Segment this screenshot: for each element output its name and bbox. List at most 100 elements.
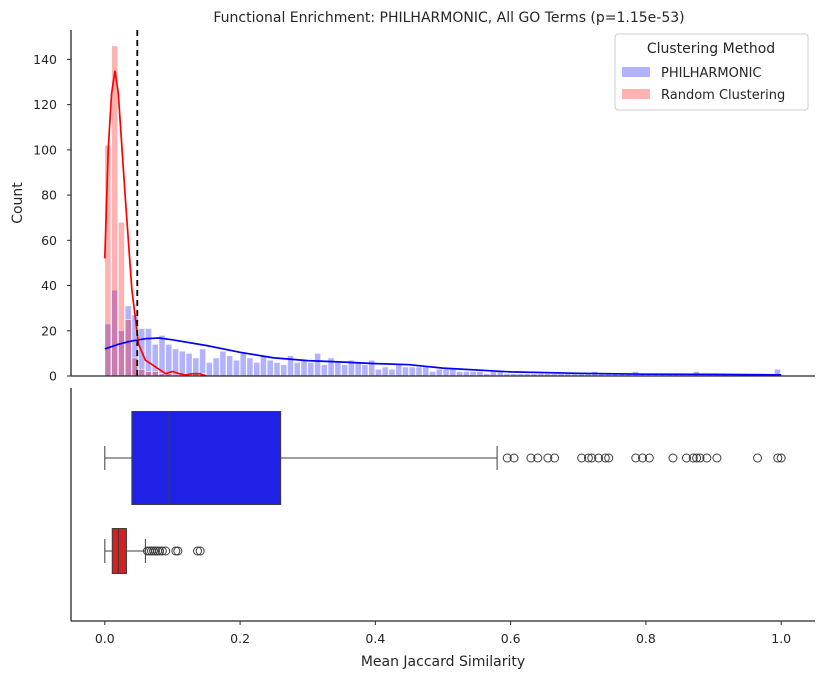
x-tick-label: 1.0 — [771, 631, 791, 646]
hist-bar-random — [138, 368, 146, 377]
y-axis-ticks: 0 20 40 60 80 100 120 140 — [33, 52, 71, 384]
box-philharmonic — [131, 411, 282, 505]
outlier-point-philharmonic — [502, 453, 512, 463]
kde-line-philharmonic — [104, 337, 782, 376]
y-tick-label: 20 — [41, 323, 57, 338]
x-tick-label: 0.8 — [636, 631, 656, 646]
y-tick-label: 60 — [41, 233, 57, 248]
outlier-point-philharmonic — [702, 453, 712, 463]
hist-bar-philharmonic — [145, 328, 152, 377]
hist-bar-random — [151, 371, 159, 377]
chart-title: Functional Enrichment: PHILHARMONIC, All… — [213, 10, 684, 26]
hist-bar-philharmonic — [442, 368, 450, 377]
y-tick-label: 80 — [41, 188, 57, 203]
hist-bar-philharmonic — [375, 368, 382, 377]
outlier-point-philharmonic — [668, 453, 678, 463]
x-axis-label: Mean Jaccard Similarity — [361, 654, 525, 670]
x-tick-label: 0.4 — [365, 631, 385, 646]
hist-bar-philharmonic — [422, 366, 430, 377]
outlier-point-random — [155, 546, 165, 556]
outlier-point-random — [195, 546, 205, 556]
legend-title: Clustering Method — [647, 41, 775, 57]
y-tick-label: 140 — [33, 52, 57, 67]
outlier-point-philharmonic — [600, 453, 610, 463]
hist-bar-philharmonic — [381, 366, 389, 377]
hist-bar-philharmonic — [199, 348, 206, 377]
outlier-point-random — [192, 546, 202, 556]
outlier-point-philharmonic — [509, 453, 519, 463]
legend-label-random: Random Clustering — [661, 88, 785, 103]
outlier-point-philharmonic — [594, 453, 604, 463]
legend-frame — [614, 33, 809, 111]
histogram-panel: 0 20 40 60 80 100 120 140 Count Clustering Meth… — [10, 30, 815, 384]
legend-swatch-philharmonic — [622, 67, 650, 77]
hist-bar-philharmonic — [354, 362, 362, 377]
hist-bar-philharmonic — [361, 364, 369, 377]
y-tick-label: 120 — [33, 97, 57, 112]
outlier-point-philharmonic — [550, 453, 560, 463]
hist-bar-random — [111, 45, 119, 377]
kde-line-random — [103, 70, 207, 377]
hist-bar-philharmonic — [307, 362, 315, 377]
hist-bar-philharmonic — [429, 371, 436, 377]
outlier-point-philharmonic — [526, 453, 536, 463]
hist-bar-philharmonic — [233, 359, 240, 377]
hist-bar-philharmonic — [476, 371, 484, 377]
outlier-point-philharmonic — [587, 453, 597, 463]
hist-bar-random — [124, 319, 132, 377]
y-tick-label: 0 — [49, 369, 57, 384]
hist-bar-philharmonic — [226, 355, 234, 377]
box-random — [111, 528, 127, 574]
hist-bar-philharmonic — [415, 366, 423, 377]
outlier-point-random — [173, 546, 183, 556]
hist-bar-philharmonic — [273, 362, 281, 377]
outlier-point-philharmonic — [644, 453, 654, 463]
outlier-point-philharmonic — [712, 453, 722, 463]
hist-bar-philharmonic — [293, 362, 301, 377]
hist-bar-philharmonic — [300, 359, 308, 377]
outlier-point-philharmonic — [773, 453, 783, 463]
outlier-point-philharmonic — [776, 453, 786, 463]
hist-bar-philharmonic — [205, 362, 213, 377]
legend-swatch-random — [622, 89, 650, 99]
hist-bar-philharmonic — [449, 368, 457, 377]
hist-bar-philharmonic — [462, 371, 470, 377]
hist-bar-random — [118, 221, 125, 377]
outlier-point-philharmonic — [638, 453, 648, 463]
boxplot-panel: 0.0 0.2 0.4 0.6 0.8 1.0 Mean Jaccard Similari… — [70, 388, 815, 670]
boxplots — [104, 411, 786, 574]
hist-bar-philharmonic — [266, 359, 274, 377]
hist-bar-philharmonic — [435, 368, 443, 377]
hist-bar-philharmonic — [246, 357, 254, 377]
y-tick-label: 40 — [41, 278, 57, 293]
outlier-point-philharmonic — [631, 453, 641, 463]
hist-bar-philharmonic — [320, 364, 328, 377]
hist-bar-philharmonic — [388, 368, 396, 377]
hist-bar-philharmonic — [469, 371, 477, 377]
legend: Clustering Method PHILHARMONIC Random Cl… — [614, 33, 809, 111]
outlier-point-random — [157, 546, 167, 556]
outlier-point-philharmonic — [692, 453, 702, 463]
x-tick-label: 0.2 — [230, 631, 250, 646]
outlier-point-philharmonic — [577, 453, 587, 463]
hist-bar-philharmonic — [253, 362, 261, 377]
hist-bar-philharmonic — [327, 357, 335, 377]
hist-bar-philharmonic — [490, 371, 497, 377]
hist-bar-philharmonic — [456, 371, 463, 377]
outlier-point-philharmonic — [583, 453, 593, 463]
outlier-point-philharmonic — [533, 453, 543, 463]
y-tick-label: 100 — [33, 142, 57, 157]
hist-bar-philharmonic — [395, 364, 403, 377]
hist-bar-philharmonic — [402, 366, 409, 377]
hist-bar-philharmonic — [219, 350, 227, 377]
hist-bar-random — [145, 371, 152, 377]
hist-bar-philharmonic — [185, 353, 193, 377]
x-tick-label: 0.0 — [95, 631, 115, 646]
hist-bar-philharmonic — [280, 364, 288, 377]
kde-curves — [103, 70, 782, 377]
outlier-point-philharmonic — [543, 453, 553, 463]
hist-bar-philharmonic — [260, 355, 267, 377]
hist-bar-philharmonic — [334, 362, 342, 377]
outlier-point-philharmonic — [688, 453, 698, 463]
